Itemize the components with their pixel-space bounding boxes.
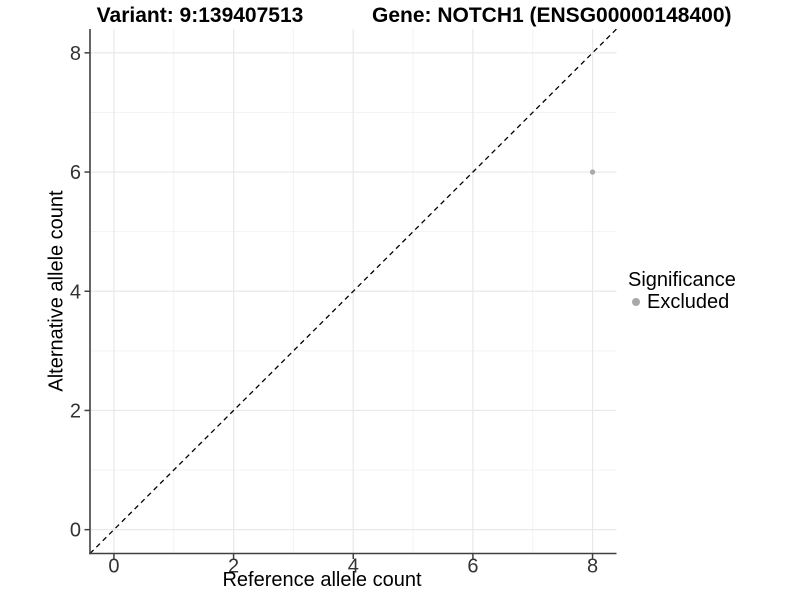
x-tick-label: 4 [348, 556, 359, 578]
legend: Significance Excluded [628, 269, 736, 313]
legend-key-dot [632, 298, 640, 306]
legend-title: Significance [628, 269, 736, 291]
y-tick-label: 2 [70, 400, 81, 422]
y-tick-label: 6 [70, 162, 81, 184]
x-tick-label: 6 [467, 556, 478, 578]
y-tick-label: 4 [70, 281, 81, 303]
legend-item: Excluded [628, 291, 736, 313]
y-tick-label: 8 [70, 43, 81, 65]
data-point [589, 169, 596, 175]
identity-line-dashed [89, 28, 617, 554]
x-tick-label: 0 [108, 556, 119, 578]
x-axis-title: Reference allele count [222, 569, 422, 591]
plot-title-gene: Gene: NOTCH1 (ENSG00000148400) [372, 4, 732, 27]
legend-items: Excluded [628, 291, 736, 313]
plot-title-variant: Variant: 9:139407513 [96, 4, 304, 27]
legend-item-label: Excluded [647, 290, 730, 313]
y-axis-title: Alternative allele count [45, 190, 68, 392]
x-tick-label: 8 [587, 556, 598, 578]
x-tick-label: 2 [228, 556, 239, 578]
y-tick-label: 0 [70, 520, 81, 542]
